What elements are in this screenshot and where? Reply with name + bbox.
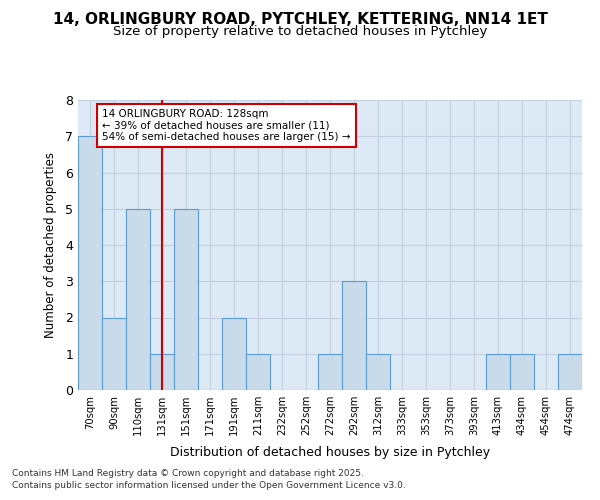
Text: Contains public sector information licensed under the Open Government Licence v3: Contains public sector information licen…: [12, 481, 406, 490]
Bar: [342, 281, 366, 390]
Bar: [246, 354, 270, 390]
Text: Size of property relative to detached houses in Pytchley: Size of property relative to detached ho…: [113, 25, 487, 38]
Text: 14 ORLINGBURY ROAD: 128sqm
← 39% of detached houses are smaller (11)
54% of semi: 14 ORLINGBURY ROAD: 128sqm ← 39% of deta…: [102, 109, 350, 142]
Bar: [126, 209, 150, 390]
Bar: [486, 354, 510, 390]
Bar: [150, 354, 174, 390]
Bar: [78, 136, 102, 390]
Bar: [510, 354, 534, 390]
Bar: [318, 354, 342, 390]
X-axis label: Distribution of detached houses by size in Pytchley: Distribution of detached houses by size …: [170, 446, 490, 460]
Text: Contains HM Land Registry data © Crown copyright and database right 2025.: Contains HM Land Registry data © Crown c…: [12, 468, 364, 477]
Bar: [174, 209, 198, 390]
Text: 14, ORLINGBURY ROAD, PYTCHLEY, KETTERING, NN14 1ET: 14, ORLINGBURY ROAD, PYTCHLEY, KETTERING…: [53, 12, 547, 28]
Bar: [222, 318, 246, 390]
Bar: [558, 354, 582, 390]
Y-axis label: Number of detached properties: Number of detached properties: [44, 152, 57, 338]
Bar: [366, 354, 390, 390]
Bar: [102, 318, 126, 390]
